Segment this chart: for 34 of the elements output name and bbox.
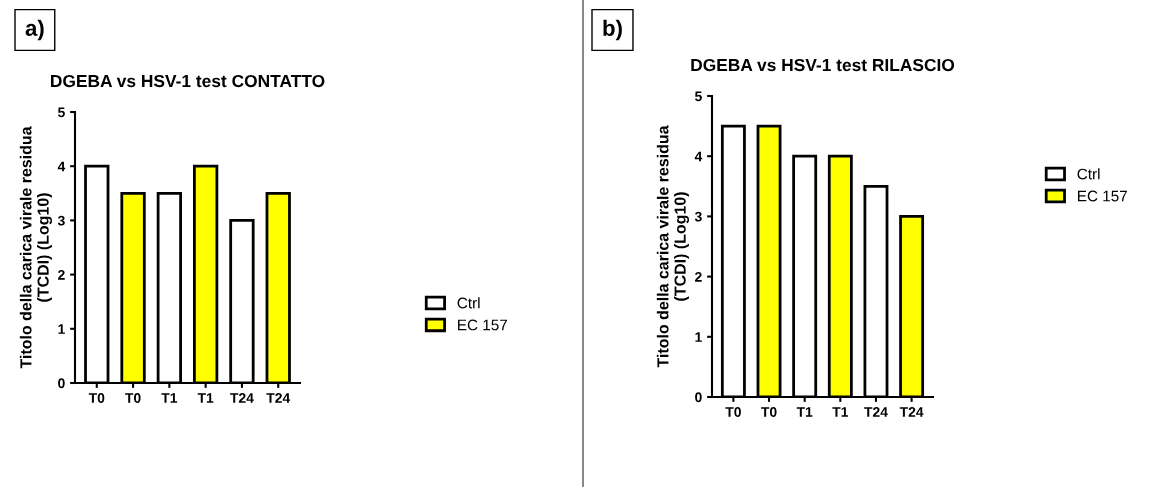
legend-label: Ctrl [1077,168,1100,180]
y-tick-label: 3 [57,215,65,226]
x-tick-label: T0 [88,393,105,403]
x-tick-label: T1 [832,407,849,417]
y-tick-label: 0 [695,392,702,403]
x-tick-label: T0 [125,393,141,403]
x-tick-label: T24 [899,407,924,417]
x-tick-label: T1 [197,393,214,403]
y-axis-title: Titolo della carica virale residua (TCDI) (Log10) [19,126,52,369]
legend-label: EC 157 [458,319,507,331]
legend-label: Ctrl [457,297,480,309]
y-axis-title: Titolo della carica virale residua (TCDI) (Log10) [656,125,689,368]
legend-label: EC 157 [1078,190,1127,202]
y-tick-label: 2 [58,269,65,280]
x-tick-label: T1 [796,407,813,417]
text: b) [603,19,622,41]
y-tick-label: 0 [58,378,65,389]
x-tick-label: T24 [266,393,291,403]
y-tick-label: 5 [57,107,65,118]
x-tick-label: T24 [230,393,254,403]
x-tick-label: T0 [725,407,741,417]
y-tick-label: 2 [695,271,702,282]
chart-title: DGEBA vs HSV-1 test CONTATTO [51,74,325,88]
x-tick-label: T0 [761,407,777,417]
y-tick-label: 4 [694,151,703,162]
y-tick-label: 5 [694,91,702,102]
x-tick-label: T1 [161,393,178,403]
y-tick-label: 1 [58,324,65,334]
chart-title: DGEBA vs HSV-1 test RILASCIO [691,58,955,72]
y-tick-label: 3 [694,211,702,222]
y-tick-label: 4 [57,161,66,172]
x-tick-label: T24 [864,407,888,417]
text: a) [25,19,44,41]
y-tick-label: 1 [695,332,702,342]
